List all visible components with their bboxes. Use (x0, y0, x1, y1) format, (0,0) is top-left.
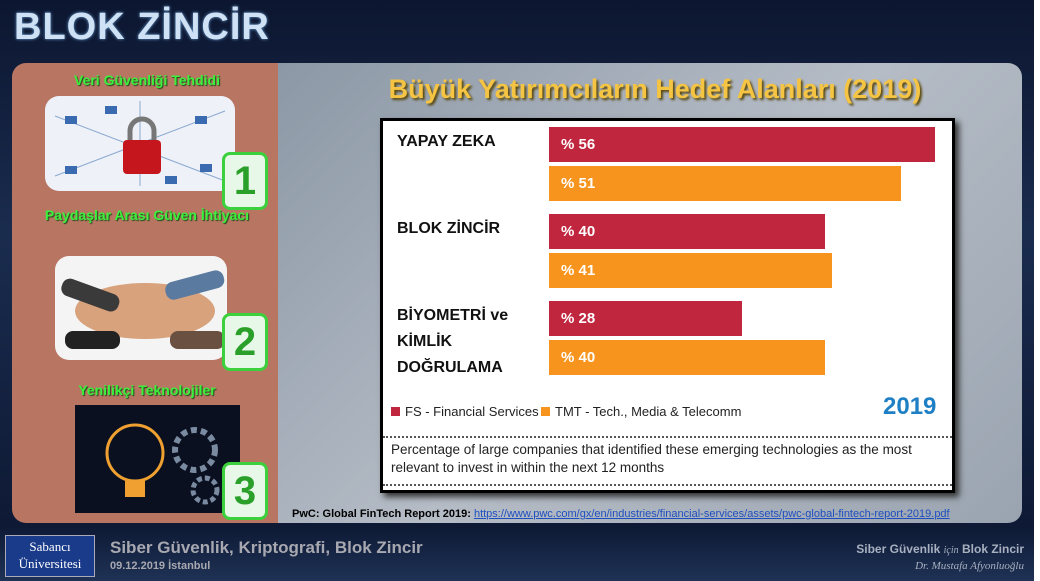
bar (549, 166, 901, 201)
divider (383, 484, 952, 486)
source-label: PwC: Global FinTech Report 2019: (292, 508, 471, 520)
author: Dr. Mustafa Afyonluoğlu (915, 560, 1024, 572)
text: Siber Güvenlik (856, 542, 940, 556)
course-title: Siber Güvenlik, Kriptografi, Blok Zincir (110, 538, 423, 558)
legend-label: FS - Financial Services (405, 404, 539, 419)
category-label: YAPAY ZEKA (397, 129, 537, 155)
slide-title: Büyük Yatırımcıların Hedef Alanları (201… (300, 74, 1010, 105)
text: Blok Zincir (962, 542, 1024, 556)
hands-image (55, 256, 227, 360)
category-label: BİYOMETRİ ve KİMLİK DOĞRULAMA (397, 303, 537, 381)
category-label: BLOK ZİNCİR (397, 216, 537, 242)
sidebar-label: Yenilikçi Teknolojiler (32, 382, 262, 398)
value-label: % 40 (561, 214, 595, 249)
value-label: % 28 (561, 301, 595, 336)
text: için (944, 545, 959, 556)
sidebar-label: Veri Güvenliği Tehdidi (32, 72, 262, 88)
value-label: % 40 (561, 340, 595, 375)
right-title: Siber Güvenlik için Blok Zincir (856, 542, 1024, 556)
legend-swatch (541, 407, 550, 416)
legend-swatch (391, 407, 400, 416)
bar (549, 127, 935, 162)
value-label: % 41 (561, 253, 595, 288)
slide: BLOK ZİNCİR Veri Güvenliği Tehdidi 1 Pay… (0, 0, 1034, 581)
item-number: 2 (222, 313, 268, 371)
chart-note: Percentage of large companies that ident… (391, 441, 943, 477)
year-label: 2019 (883, 393, 936, 421)
legend-label: TMT - Tech., Media & Telecomm (555, 404, 741, 419)
item-number: 3 (222, 462, 268, 520)
source-link[interactable]: https://www.pwc.com/gx/en/industries/fin… (474, 508, 950, 520)
item-number: 1 (222, 152, 268, 210)
source: PwC: Global FinTech Report 2019: https:/… (292, 508, 950, 520)
sidebar-label: Paydaşlar Arası Güven İhtiyacı (32, 207, 262, 223)
value-label: % 56 (561, 127, 595, 162)
logo-text: Üniversitesi (6, 555, 94, 572)
lock-image (45, 96, 235, 191)
date: 09.12.2019 İstanbul (110, 560, 210, 572)
logo-text: Sabancı (6, 538, 94, 555)
chart: Percentage of large companies that ident… (380, 118, 955, 493)
divider (383, 436, 952, 438)
tech-image (75, 405, 240, 513)
value-label: % 51 (561, 166, 595, 201)
header-title: BLOK ZİNCİR (14, 6, 270, 49)
